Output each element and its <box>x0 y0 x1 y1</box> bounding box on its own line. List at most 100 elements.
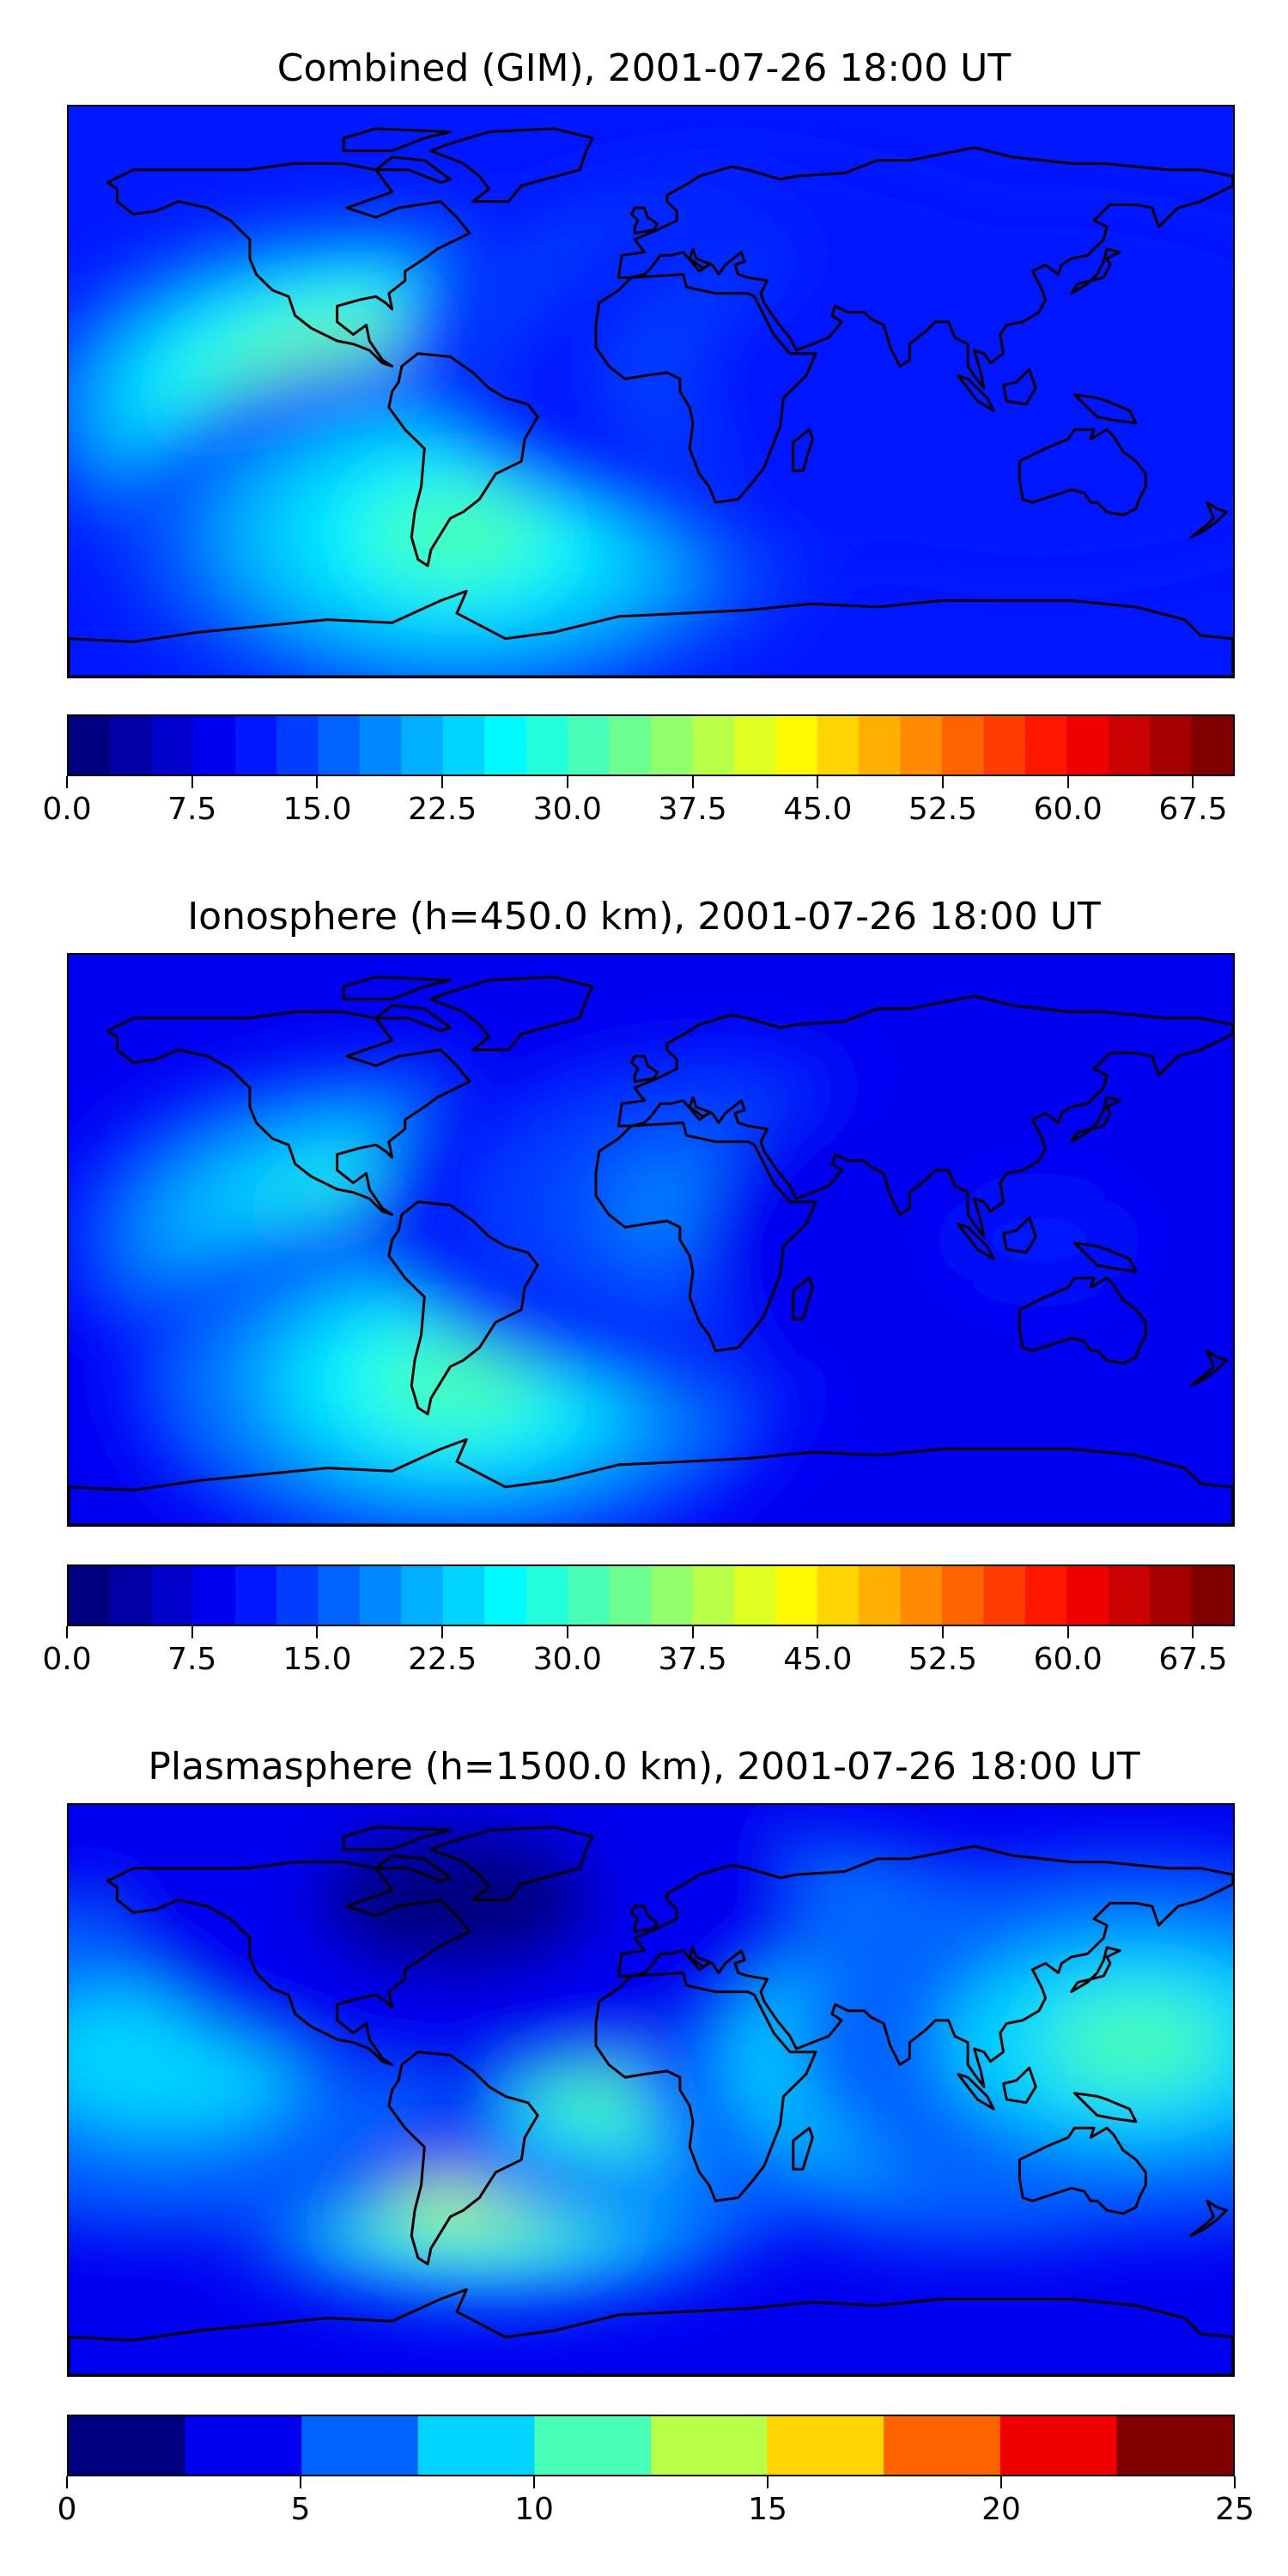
colorbar-tick <box>191 776 193 788</box>
coastline-ellesmere <box>342 1826 452 1851</box>
coastline-south-america <box>387 1200 539 1416</box>
colorbar-tick <box>817 776 819 788</box>
colorbar-tick-label: 20 <box>981 2492 1021 2527</box>
heatmap-feature-4-level-5 <box>1048 1995 1224 2090</box>
heatmap-svg <box>69 1805 1233 2375</box>
coastline-new-guinea <box>1072 1242 1138 1273</box>
colorbar-tick <box>1066 1626 1069 1638</box>
colorbar-level-10 <box>484 716 527 775</box>
colorbar-tick-label: 45.0 <box>783 792 853 827</box>
colorbar-level-13 <box>609 1566 652 1625</box>
colorbar-level-25 <box>1108 716 1151 775</box>
coastline-ellesmere <box>342 127 452 153</box>
coastline-uk <box>629 1905 659 1934</box>
colorbar-level-17 <box>775 1566 818 1625</box>
coastline-borneo <box>1002 2066 1037 2105</box>
colorbar-tick <box>66 2476 68 2488</box>
colorbar-level-16 <box>733 716 776 775</box>
colorbar-level-7 <box>884 2416 1001 2475</box>
colorbar-tick-label: 15 <box>748 2492 787 2527</box>
colorbar-tick-label: 0 <box>57 2492 77 2527</box>
colorbar-level-3 <box>417 2416 535 2475</box>
coastline-madagascar <box>792 2126 814 2171</box>
colorbar-tick-label: 10 <box>514 2492 554 2527</box>
colorbar-tick <box>533 2476 535 2488</box>
coastline-borneo <box>1002 1216 1037 1255</box>
colorbar-level-9 <box>442 716 485 775</box>
colorbar-level-23 <box>1024 716 1067 775</box>
coastline-africa <box>594 273 817 504</box>
colorbar-tick <box>1234 2476 1236 2488</box>
colorbar-level-27 <box>1191 716 1233 775</box>
chart-title: Ionosphere (h=450.0 km), 2001-07-26 18:0… <box>187 895 1101 939</box>
colorbar-tick-label: 22.5 <box>408 792 477 827</box>
colorbar-tick-label: 37.5 <box>658 792 727 827</box>
colorbar-ticks: 0 5 10 15 20 25 <box>58 2476 1255 2528</box>
colorbar-tick <box>1000 2476 1002 2488</box>
colorbar-level-11 <box>526 1566 568 1625</box>
colorbar-level-20 <box>900 716 943 775</box>
colorbar-tick-label: 22.5 <box>408 1642 477 1677</box>
coastline-antarctica <box>69 589 1233 677</box>
colorbar-level-5 <box>276 716 319 775</box>
colorbar-level-8 <box>401 1566 444 1625</box>
colorbar-level-20 <box>900 1566 943 1625</box>
coastline-africa <box>594 1121 817 1352</box>
coastline-south-america <box>387 2050 539 2266</box>
colorbar-level-19 <box>859 716 902 775</box>
colorbar-tick-label: 30.0 <box>532 1642 602 1677</box>
coastline-japan <box>1070 1096 1121 1144</box>
colorbar-tick-label: 30.0 <box>532 792 602 827</box>
colorbar-tick <box>767 2476 769 2488</box>
colorbar-level-0 <box>69 2416 186 2475</box>
colorbar-tick <box>817 1626 819 1638</box>
colorbar-tick-label: 7.5 <box>167 1642 217 1677</box>
coastline-australia <box>1018 1276 1147 1365</box>
colorbar-level-11 <box>526 716 568 775</box>
colorbar-level-6 <box>767 2416 884 2475</box>
coastline-sumatra <box>957 374 995 412</box>
coastline-eurasia <box>617 1844 1233 2088</box>
colorbar-level-8 <box>999 2416 1117 2475</box>
map-plot <box>67 105 1235 678</box>
colorbar-tick-label: 25 <box>1215 2492 1255 2527</box>
heatmap-features <box>69 1022 1233 1525</box>
colorbar-level-26 <box>1150 716 1193 775</box>
colorbar-tick <box>942 776 944 788</box>
colorbar-tick-label: 15.0 <box>283 792 352 827</box>
colorbar-level-13 <box>609 716 652 775</box>
colorbar-tick-label: 67.5 <box>1158 1642 1228 1677</box>
coastline-new-zealand <box>1189 1349 1228 1388</box>
colorbar-tick-label: 7.5 <box>167 792 217 827</box>
heatmap-feature-3-level-5 <box>368 1335 545 1430</box>
heatmap-svg <box>69 106 1233 677</box>
colorbar-level-0 <box>69 1566 111 1625</box>
colorbar-level-5 <box>276 1566 319 1625</box>
colorbar-tick <box>1066 776 1069 788</box>
colorbar-svg <box>69 2416 1233 2475</box>
colorbar-level-1 <box>185 2416 302 2475</box>
colorbar <box>67 2415 1235 2476</box>
colorbar-level-19 <box>859 1566 902 1625</box>
colorbar-tick-label: 5 <box>290 2492 311 2527</box>
heatmap-feature-6-level-5 <box>368 1852 545 1947</box>
colorbar-tick-label: 15.0 <box>283 1642 352 1677</box>
colorbar-tick <box>566 776 568 788</box>
colorbar <box>67 714 1235 776</box>
heatmap-features <box>69 1805 1233 2308</box>
colorbar-tick <box>66 776 68 788</box>
coastline-new-zealand <box>1189 501 1228 539</box>
colorbar-tick <box>566 1626 568 1638</box>
colorbar-level-22 <box>983 716 1026 775</box>
heatmap-svg <box>69 955 1233 1525</box>
heatmap-feature-6-level-5 <box>951 344 1127 439</box>
coastline-antarctica <box>69 1437 1233 1525</box>
coastline-eurasia <box>617 146 1233 390</box>
colorbar-tick-label: 0.0 <box>42 792 92 827</box>
coastline-borneo <box>1002 368 1037 406</box>
colorbar-level-6 <box>318 716 361 775</box>
coastline-ellesmere <box>342 975 452 1001</box>
coastline-baffin <box>374 1854 452 1883</box>
coastline-baffin <box>374 155 452 185</box>
colorbar-level-23 <box>1024 1566 1067 1625</box>
